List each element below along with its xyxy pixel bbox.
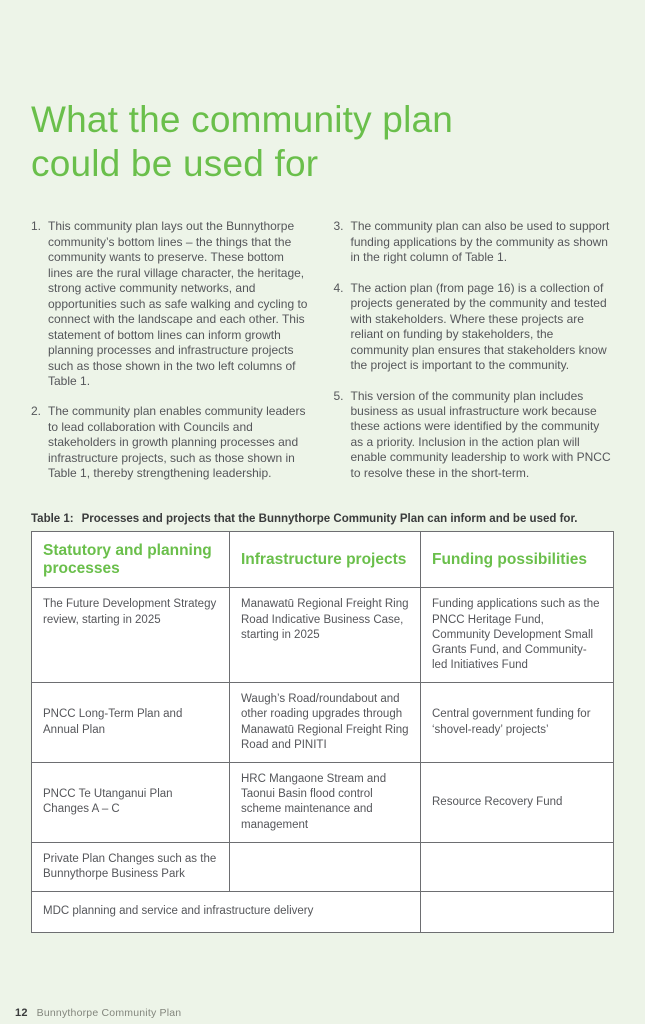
page-title-line-2: could be used for: [31, 142, 319, 184]
table-header-statutory: Statutory and planning processes: [31, 530, 230, 589]
table-cell: [420, 891, 614, 934]
table-row: The Future Development Strategy review, …: [31, 587, 614, 684]
list-item-2: 2. The community plan enables community …: [31, 404, 312, 481]
table-cell: PNCC Long-Term Plan and Annual Plan: [31, 682, 230, 763]
table-cell: The Future Development Strategy review, …: [31, 587, 230, 684]
table-cell: [420, 841, 614, 893]
table-header-row: Statutory and planning processes Infrast…: [31, 530, 614, 589]
list-text: This version of the community plan inclu…: [350, 388, 611, 480]
intro-column-right: 3. The community plan can also be used t…: [334, 219, 615, 497]
list-number: 4.: [333, 280, 344, 295]
table-cell: HRC Mangaone Stream and Taonui Basin flo…: [229, 761, 421, 843]
table-cell: [229, 841, 421, 893]
table-cell: Funding applications such as the PNCC He…: [420, 587, 614, 684]
list-text: The community plan enables community lea…: [48, 404, 306, 481]
list-number: 3.: [333, 219, 344, 234]
list-text: The community plan can also be used to s…: [350, 219, 610, 265]
table-1: Statutory and planning processes Infrast…: [31, 530, 614, 934]
table-row: PNCC Long-Term Plan and Annual Plan Waug…: [31, 682, 614, 763]
intro-columns: 1. This community plan lays out the Bunn…: [31, 219, 614, 497]
list-item-5: 5. This version of the community plan in…: [334, 389, 615, 482]
table-header-funding: Funding possibilities: [420, 530, 614, 589]
table-cell: Private Plan Changes such as the Bunnyth…: [31, 841, 230, 893]
list-item-1: 1. This community plan lays out the Bunn…: [31, 219, 312, 389]
table-caption-text: Processes and projects that the Bunnytho…: [81, 512, 578, 525]
document-page: What the community plan could be used fo…: [0, 98, 645, 1019]
page-title-line-1: What the community plan: [31, 99, 454, 140]
page-footer: 12 Bunnythorpe Community Plan: [15, 1007, 181, 1019]
footer-page-number: 12: [15, 1007, 28, 1019]
intro-column-left: 1. This community plan lays out the Bunn…: [31, 219, 312, 497]
table-caption: Table 1: Processes and projects that the …: [31, 513, 614, 525]
table-cell: Waugh’s Road/roundabout and other roadin…: [229, 682, 421, 763]
list-text: This community plan lays out the Bunnyth…: [48, 219, 308, 388]
table-cell: Central government funding for ‘shovel-r…: [420, 682, 614, 763]
page-title: What the community plan could be used fo…: [31, 98, 614, 185]
table-row: PNCC Te Utanganui Plan Changes A – C HRC…: [31, 761, 614, 843]
table-row: Private Plan Changes such as the Bunnyth…: [31, 841, 614, 893]
table-header-infrastructure: Infrastructure projects: [229, 530, 421, 589]
list-number: 5.: [333, 388, 344, 403]
list-text: The action plan (from page 16) is a coll…: [350, 280, 607, 373]
footer-doc-title: Bunnythorpe Community Plan: [36, 1007, 182, 1019]
list-item-4: 4. The action plan (from page 16) is a c…: [334, 281, 615, 374]
table-cell: Resource Recovery Fund: [420, 761, 614, 843]
table-caption-label: Table 1:: [31, 512, 74, 525]
list-number: 1.: [31, 219, 42, 234]
table-cell-merged: MDC planning and service and infrastruct…: [31, 891, 421, 934]
table-cell: PNCC Te Utanganui Plan Changes A – C: [31, 761, 230, 843]
list-number: 2.: [31, 404, 42, 419]
list-item-3: 3. The community plan can also be used t…: [334, 219, 615, 265]
table-row: MDC planning and service and infrastruct…: [31, 891, 614, 934]
table-cell: Manawatū Regional Freight Ring Road Indi…: [229, 587, 421, 684]
